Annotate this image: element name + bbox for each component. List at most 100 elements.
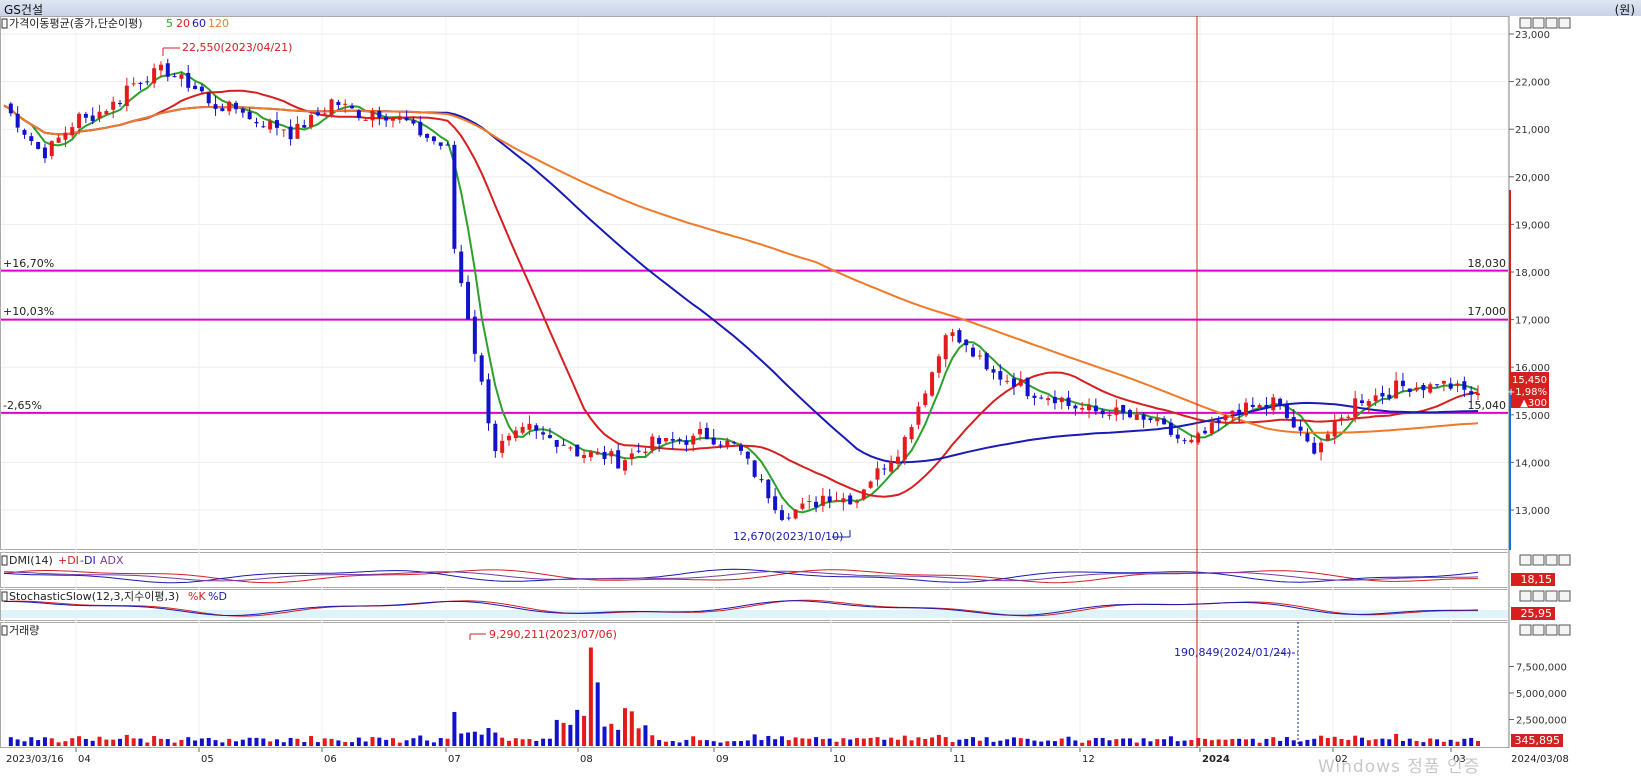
volume-bar bbox=[493, 732, 498, 746]
volume-bar bbox=[227, 738, 232, 746]
candle-body bbox=[329, 99, 334, 115]
candle-body bbox=[1230, 410, 1235, 415]
candle-body bbox=[834, 500, 839, 502]
volume-bar bbox=[1441, 741, 1446, 746]
volume-tick-label: 5,000,000 bbox=[1516, 689, 1567, 700]
dmi-minus-label: -DI bbox=[80, 554, 96, 567]
price-panel-label: 가격이동평균(종가,단순이평) bbox=[9, 17, 143, 30]
candle-body bbox=[466, 281, 471, 320]
volume-bar bbox=[807, 738, 812, 746]
candle-body bbox=[227, 101, 232, 112]
panel-button[interactable] bbox=[1532, 624, 1545, 636]
volume-bar bbox=[1189, 740, 1194, 746]
candle-body bbox=[930, 372, 935, 396]
panel-button[interactable] bbox=[1519, 624, 1532, 636]
panel-button[interactable] bbox=[1558, 624, 1571, 636]
panel-button[interactable] bbox=[1545, 624, 1558, 636]
volume-bar bbox=[752, 734, 757, 746]
volume-bar bbox=[63, 741, 68, 746]
panel-button[interactable] bbox=[1558, 554, 1571, 566]
candle-body bbox=[336, 101, 341, 106]
stoch-value: 25,95 bbox=[1521, 607, 1553, 620]
panel-button[interactable] bbox=[1532, 590, 1545, 602]
panel-button[interactable] bbox=[1519, 590, 1532, 602]
volume-bar bbox=[350, 742, 355, 746]
volume-bar bbox=[1353, 735, 1358, 746]
volume-axis-ticks: 7,500,000 5,000,000 2,500,000 bbox=[1509, 663, 1567, 727]
x-tick-label: 05 bbox=[201, 754, 214, 765]
candle-body bbox=[657, 437, 662, 444]
candle-body bbox=[145, 81, 150, 83]
volume-bar bbox=[1298, 741, 1303, 746]
candle-body bbox=[1237, 409, 1242, 415]
candle-body bbox=[820, 495, 825, 506]
candle-body bbox=[547, 435, 552, 438]
panel-button[interactable] bbox=[1545, 554, 1558, 566]
panel-button[interactable] bbox=[1519, 17, 1532, 29]
candle-body bbox=[943, 335, 948, 360]
volume-bar bbox=[459, 733, 464, 746]
candle-body bbox=[1059, 397, 1064, 403]
price-diff: ▲300 bbox=[1520, 398, 1547, 409]
candle-body bbox=[8, 103, 13, 114]
volume-bar bbox=[1018, 738, 1023, 746]
panel-button[interactable] bbox=[1545, 17, 1558, 29]
volume-bar bbox=[1476, 740, 1480, 746]
candle-body bbox=[493, 423, 498, 451]
candle-body bbox=[240, 108, 245, 113]
candle-body bbox=[622, 460, 627, 471]
volume-bar bbox=[889, 737, 894, 746]
candle-body bbox=[957, 330, 962, 343]
volume-bar bbox=[1080, 742, 1085, 746]
volume-bar bbox=[486, 728, 491, 746]
volume-bar bbox=[643, 725, 648, 746]
candle-body bbox=[663, 437, 668, 442]
volume-bar bbox=[1291, 740, 1296, 746]
candle-body bbox=[1325, 434, 1330, 441]
panel-button[interactable] bbox=[1558, 17, 1571, 29]
candle-body bbox=[268, 121, 273, 130]
panel-button[interactable] bbox=[1532, 17, 1545, 29]
volume-bar bbox=[1414, 740, 1419, 746]
candle-body bbox=[1087, 405, 1092, 411]
volume-bar bbox=[957, 739, 962, 746]
volume-bar bbox=[964, 738, 969, 746]
volume-bar bbox=[814, 737, 819, 746]
volume-bar bbox=[1230, 739, 1235, 746]
candle-body bbox=[1155, 418, 1160, 422]
candle-body bbox=[998, 371, 1003, 380]
candle-body bbox=[1243, 402, 1248, 416]
candle-body bbox=[636, 450, 641, 452]
volume-bar bbox=[622, 708, 627, 746]
candle-body bbox=[814, 501, 819, 508]
candle-body bbox=[49, 141, 54, 156]
volume-bar bbox=[90, 740, 95, 746]
candle-body bbox=[889, 461, 894, 472]
volume-bar bbox=[895, 739, 900, 746]
candle-body bbox=[425, 134, 430, 138]
candle-body bbox=[1319, 442, 1324, 453]
volume-bar bbox=[1155, 739, 1160, 746]
panel-button[interactable] bbox=[1532, 554, 1545, 566]
volume-bar bbox=[152, 736, 157, 746]
volume-bar bbox=[1046, 740, 1051, 746]
volume-bar bbox=[83, 738, 88, 746]
volume-bar bbox=[445, 738, 450, 746]
panel-controls[interactable] bbox=[1519, 17, 1571, 636]
volume-bar bbox=[936, 734, 941, 746]
candle-body bbox=[861, 489, 866, 500]
panel-button[interactable] bbox=[1519, 554, 1532, 566]
candle-body bbox=[964, 339, 969, 346]
volume-bar bbox=[786, 740, 791, 746]
candle-body bbox=[77, 113, 82, 128]
x-tick-label: 06 bbox=[324, 754, 337, 765]
panel-button[interactable] bbox=[1558, 590, 1571, 602]
candle-body bbox=[534, 425, 539, 431]
volume-bar bbox=[377, 737, 382, 746]
volume-bar bbox=[1387, 739, 1392, 746]
panel-button[interactable] bbox=[1545, 590, 1558, 602]
candle-body bbox=[1455, 383, 1460, 386]
volume-panel-label: 거래량 bbox=[9, 624, 39, 637]
candle-body bbox=[1373, 395, 1378, 402]
dmi-minus-line bbox=[3, 568, 1479, 584]
